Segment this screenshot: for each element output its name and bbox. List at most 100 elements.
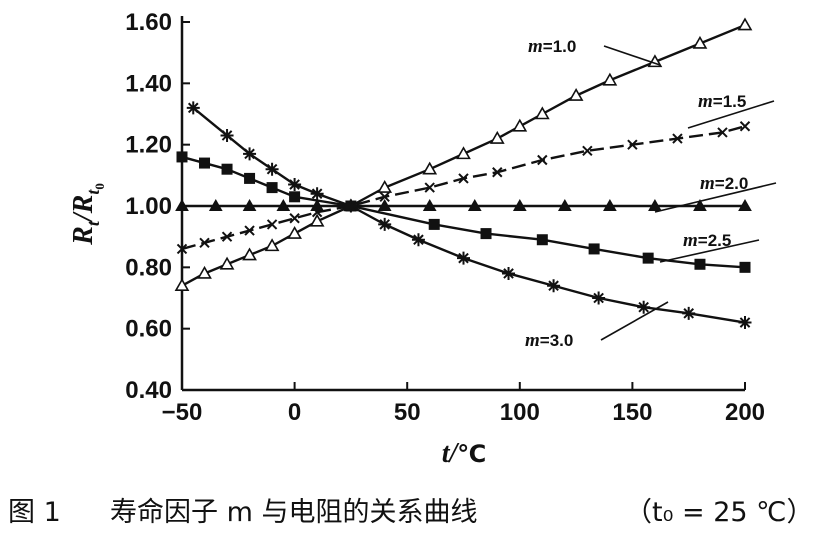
- data-point-marker: [175, 198, 189, 211]
- series-label-leader: [687, 100, 775, 129]
- caption-figure-label: 图 1: [8, 497, 61, 528]
- data-point-marker: [672, 133, 683, 144]
- x-tick-label: 50: [394, 399, 421, 426]
- data-point-marker: [717, 127, 728, 138]
- data-point-marker: [692, 35, 708, 49]
- data-point-marker: [422, 161, 438, 175]
- data-point-marker: [344, 199, 358, 213]
- chart-series-labels: m=1.0 m=1.5 m=2.0 m=2.5 m=3.0: [525, 36, 777, 351]
- data-point-marker: [537, 154, 548, 166]
- data-point-marker: [557, 198, 572, 211]
- x-tick-label: 0: [288, 399, 301, 426]
- data-point-marker: [467, 198, 482, 211]
- y-tick-label: 0.40: [125, 377, 172, 404]
- data-point-marker: [603, 198, 617, 211]
- data-point-marker: [242, 198, 257, 211]
- data-point-marker: [197, 265, 212, 279]
- data-point-marker: [242, 247, 257, 261]
- series-label-text: m=2.5: [683, 230, 731, 251]
- data-point-marker: [199, 237, 210, 249]
- data-point-marker: [512, 198, 527, 211]
- data-point-marker: [287, 225, 302, 239]
- data-point-marker: [502, 266, 516, 280]
- series-label-leader: [603, 45, 661, 66]
- data-point-marker: [424, 182, 435, 193]
- series-label-leader: [600, 301, 669, 341]
- chart-series: [174, 17, 753, 330]
- data-point-marker: [602, 72, 618, 86]
- data-point-marker: [738, 198, 752, 211]
- chart-axis-titles: t/℃ Rt/Rt0: [68, 183, 486, 469]
- y-tick-label: 1.20: [125, 132, 172, 159]
- caption-condition: （t₀ = 25 ℃）: [625, 497, 814, 528]
- series-m-3-0: [186, 101, 752, 330]
- y-axis-title: Rt/Rt0: [68, 183, 107, 246]
- data-point-marker: [422, 198, 437, 211]
- x-tick-label: 100: [500, 399, 540, 426]
- data-point-marker: [480, 228, 492, 240]
- series-label-text: m=1.0: [528, 36, 576, 57]
- data-point-marker: [289, 213, 300, 224]
- data-point-marker: [637, 300, 651, 314]
- series-label-m-1-0: m=1.0: [528, 36, 661, 66]
- data-point-marker: [276, 198, 291, 211]
- data-point-marker: [221, 163, 233, 175]
- data-point-marker: [377, 198, 392, 211]
- x-axis-title: t/℃: [442, 438, 487, 469]
- y-tick-label: 0.60: [125, 316, 172, 343]
- x-tick-label: −50: [162, 399, 203, 426]
- data-point-marker: [243, 147, 257, 161]
- series-label-m-1-5: m=1.5: [687, 91, 775, 129]
- data-point-marker: [244, 172, 256, 184]
- x-tick-label: 150: [612, 399, 652, 426]
- data-point-marker: [547, 279, 561, 293]
- data-point-marker: [309, 213, 325, 227]
- data-point-marker: [199, 157, 211, 169]
- data-point-marker: [682, 306, 696, 320]
- y-tick-label: 1.00: [125, 193, 172, 220]
- data-point-marker: [428, 218, 440, 230]
- data-point-marker: [289, 191, 301, 203]
- data-point-marker: [411, 233, 425, 247]
- data-point-marker: [266, 182, 278, 194]
- series-label-text: m=3.0: [525, 330, 573, 351]
- data-point-marker: [456, 146, 471, 160]
- data-point-marker: [219, 256, 235, 270]
- data-point-marker: [186, 101, 200, 115]
- data-point-marker: [221, 231, 233, 242]
- data-point-marker: [288, 178, 302, 192]
- data-point-marker: [568, 87, 584, 101]
- data-point-marker: [592, 291, 606, 305]
- data-point-marker: [176, 243, 188, 255]
- data-point-marker: [176, 151, 188, 163]
- data-point-marker: [534, 106, 550, 120]
- data-point-marker: [512, 118, 528, 132]
- data-point-marker: [536, 234, 548, 246]
- data-point-marker: [208, 198, 223, 211]
- data-point-marker: [739, 261, 751, 273]
- data-point-marker: [457, 251, 470, 265]
- data-point-marker: [310, 187, 324, 201]
- figure-caption: 图 1 寿命因子 m 与电阻的关系曲线 （t₀ = 25 ℃）: [0, 486, 825, 534]
- series-label-m-2-5: m=2.5: [659, 230, 760, 263]
- data-point-marker: [265, 162, 279, 176]
- series-line: [192, 106, 746, 324]
- series-label-leader: [659, 239, 760, 263]
- series-line: [181, 125, 746, 251]
- data-point-marker: [379, 191, 390, 203]
- data-point-marker: [244, 225, 255, 236]
- data-point-marker: [492, 167, 503, 178]
- series-label-leader: [654, 182, 777, 213]
- series-m-1-0: [174, 17, 753, 292]
- resistance-ratio-chart: 0.40 0.60 0.80 1.00 1.20 1.40 1.60 −50 0 50 100 150…: [68, 9, 777, 469]
- series-m-2-0: [175, 198, 752, 211]
- x-tick-label: 200: [725, 399, 765, 426]
- series-label-text: m=2.0: [700, 173, 748, 194]
- data-point-marker: [310, 198, 324, 211]
- data-point-marker: [642, 252, 654, 264]
- series-m-1-5: [176, 121, 751, 255]
- data-point-marker: [738, 316, 752, 330]
- y-tick-label: 0.80: [125, 254, 172, 281]
- data-point-marker: [264, 238, 280, 252]
- data-point-marker: [220, 128, 234, 142]
